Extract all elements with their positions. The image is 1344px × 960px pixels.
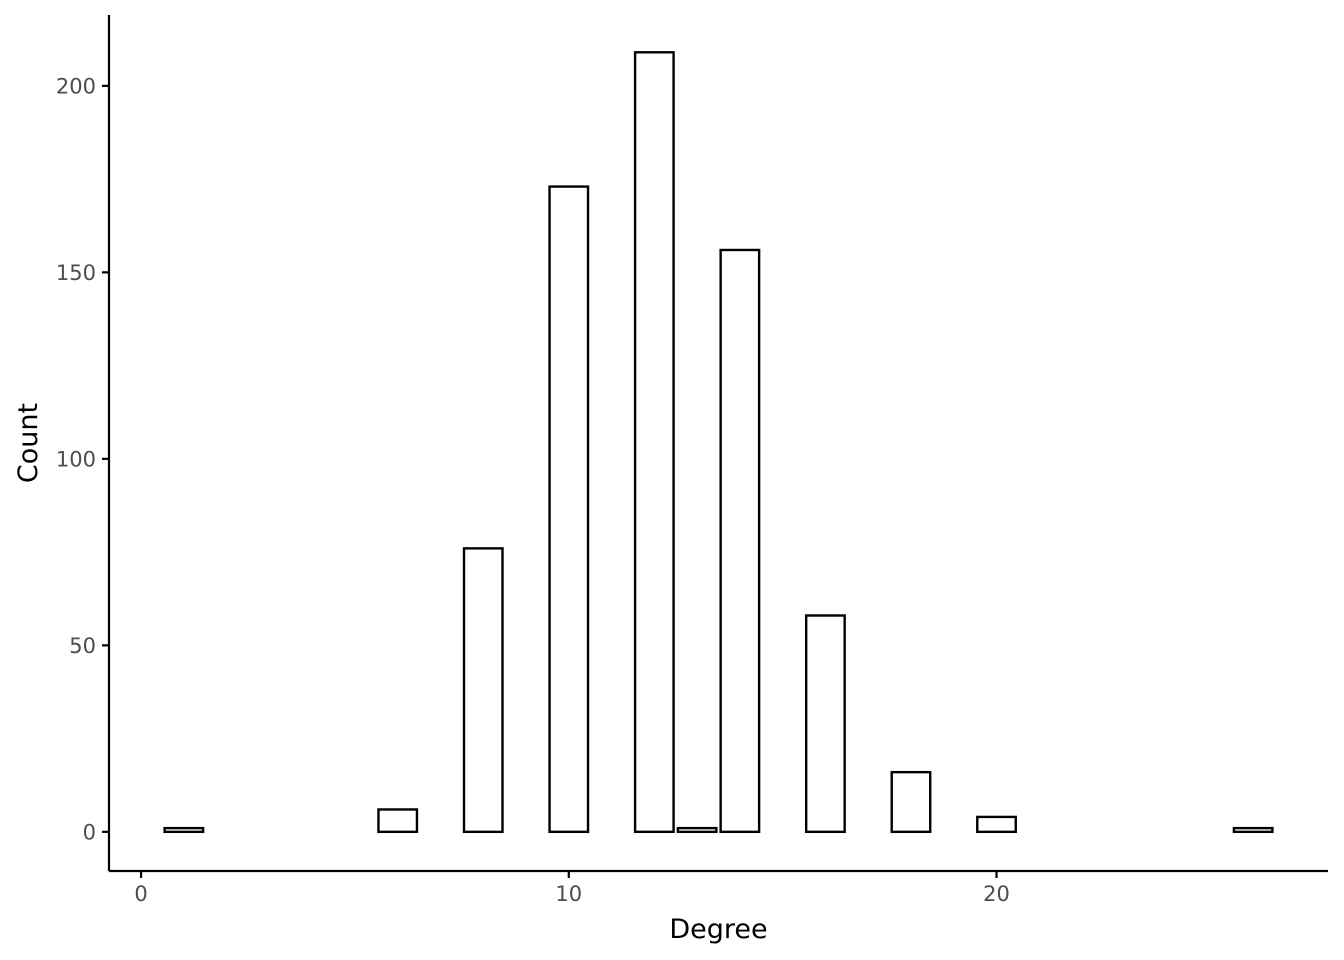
bar-degree-20 [976, 815, 1017, 834]
y-tick-label: 150 [56, 261, 96, 285]
x-tick-label: 20 [983, 882, 1010, 906]
y-tick-label: 200 [56, 74, 96, 98]
bar-degree-1 [163, 826, 205, 834]
y-tick-label: 0 [83, 820, 96, 844]
bar-degree-26 [1232, 826, 1274, 834]
bar-degree-14 [719, 248, 761, 834]
x-axis-ticks: 0 10 20 [134, 871, 1010, 906]
bar-degree-10 [548, 185, 590, 834]
bars-group [163, 51, 1274, 834]
y-axis-title: Count [13, 403, 44, 483]
y-tick-label: 50 [69, 634, 96, 658]
bar-degree-16 [804, 614, 846, 834]
bar-degree-13 [676, 826, 718, 834]
bar-degree-18 [890, 770, 932, 834]
bar-degree-12 [633, 51, 675, 834]
x-tick-label: 0 [134, 882, 147, 906]
y-tick-label: 100 [56, 447, 96, 471]
x-axis-title: Degree [669, 914, 767, 945]
bar-degree-8 [462, 547, 504, 834]
y-axis-ticks: 0 50 100 150 200 [56, 74, 109, 844]
x-tick-label: 10 [555, 882, 582, 906]
bar-degree-6 [377, 808, 419, 834]
